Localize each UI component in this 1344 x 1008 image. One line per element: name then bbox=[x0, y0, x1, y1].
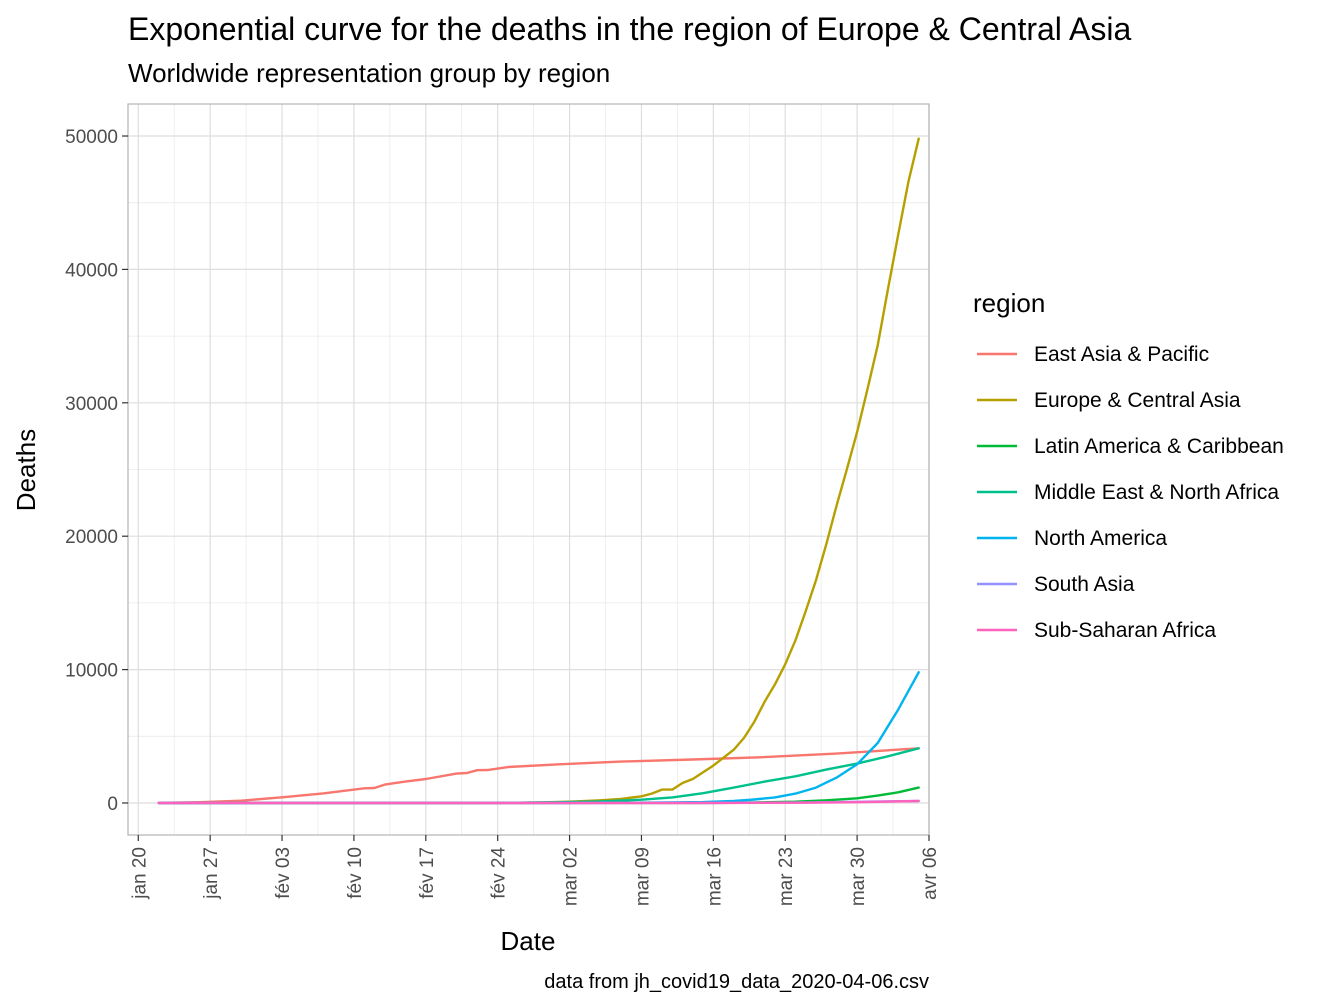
series-line bbox=[157, 137, 920, 805]
x-tick-label: mar 16 bbox=[704, 847, 725, 906]
series-line bbox=[157, 747, 920, 804]
x-tick-label: avr 06 bbox=[920, 847, 941, 900]
y-tick-label: 20000 bbox=[65, 527, 118, 548]
legend-label: Europe & Central Asia bbox=[1034, 389, 1241, 412]
x-tick-label: fév 17 bbox=[417, 847, 438, 899]
y-tick-label: 50000 bbox=[65, 127, 118, 148]
plot-panel bbox=[127, 103, 930, 836]
x-tick-label: jan 27 bbox=[201, 847, 222, 900]
x-tick-label: fév 24 bbox=[489, 847, 510, 899]
legend: region East Asia & Pacific Europe & Centr… bbox=[973, 288, 1284, 642]
legend-title: region bbox=[973, 288, 1045, 318]
legend-label: North America bbox=[1034, 527, 1167, 550]
plot-border bbox=[127, 103, 930, 836]
chart-caption: data from jh_covid19_data_2020-04-06.csv bbox=[544, 971, 929, 993]
y-axis-title: Deaths bbox=[11, 429, 41, 511]
x-axis: jan 20 jan 27 fév 03 fév 10 fév 17 fév 24 mar … bbox=[129, 835, 941, 906]
y-tick-label: 30000 bbox=[65, 394, 118, 415]
legend-label: Latin America & Caribbean bbox=[1034, 435, 1284, 458]
x-tick-label: fév 10 bbox=[345, 847, 366, 899]
x-tick-label: mar 09 bbox=[632, 847, 653, 906]
legend-label: Middle East & North Africa bbox=[1034, 481, 1279, 504]
chart-title: Exponential curve for the deaths in the … bbox=[128, 11, 1131, 47]
x-tick-label: mar 30 bbox=[848, 847, 869, 906]
y-tick-label: 40000 bbox=[65, 260, 118, 281]
x-tick-label: mar 02 bbox=[561, 847, 582, 906]
x-tick-label: fév 03 bbox=[273, 847, 294, 899]
series-lines bbox=[157, 137, 920, 805]
legend-items: East Asia & Pacific Europe & Central Asia… bbox=[977, 343, 1284, 642]
y-tick-label: 0 bbox=[107, 794, 118, 815]
x-tick-label: mar 23 bbox=[776, 847, 797, 906]
legend-label: East Asia & Pacific bbox=[1034, 343, 1209, 366]
major-grid bbox=[128, 104, 930, 835]
chart-subtitle: Worldwide representation group by region bbox=[128, 58, 610, 88]
series-line bbox=[157, 799, 920, 805]
x-axis-title: Date bbox=[501, 926, 556, 956]
legend-label: Sub-Saharan Africa bbox=[1034, 619, 1216, 642]
x-tick-label: jan 20 bbox=[129, 847, 150, 900]
minor-grid bbox=[128, 104, 929, 835]
legend-label: South Asia bbox=[1034, 573, 1135, 596]
y-axis: 0 10000 20000 30000 40000 50000 bbox=[65, 127, 128, 815]
y-tick-label: 10000 bbox=[65, 661, 118, 682]
